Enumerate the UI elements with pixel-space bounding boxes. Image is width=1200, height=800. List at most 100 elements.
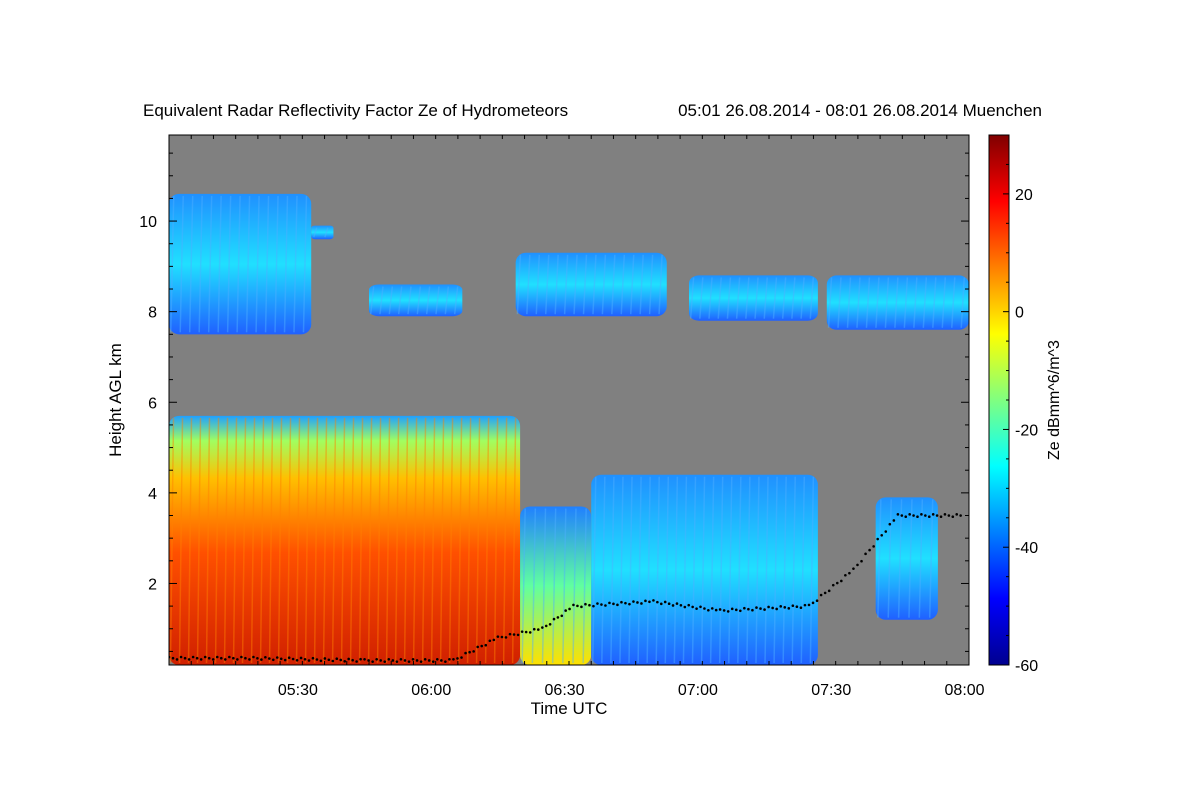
region-texture [421, 417, 427, 664]
cloud-base-point [500, 635, 504, 639]
region-texture [754, 277, 759, 319]
cloud-base-point [228, 655, 231, 659]
cloud-base-point [307, 659, 311, 662]
region-texture [554, 254, 559, 315]
region-texture [369, 286, 375, 315]
region-texture [448, 417, 454, 664]
region-texture [700, 476, 706, 664]
region-texture [544, 254, 550, 315]
region-texture [637, 476, 642, 664]
cloud-base-point [759, 607, 762, 610]
region-texture [629, 254, 635, 315]
cloud-base-point [548, 622, 552, 626]
region-texture [726, 277, 732, 319]
region-texture [856, 277, 861, 328]
region-texture [951, 277, 956, 328]
cloud-base-point [195, 656, 199, 660]
cloud-base-point [640, 602, 643, 605]
cloud-base-point [431, 660, 435, 663]
cloud-base-point [379, 659, 383, 662]
cloud-base-point [371, 660, 374, 663]
cloud-base-point [827, 589, 831, 593]
region-texture [516, 254, 522, 315]
cloud-base-point [835, 581, 839, 585]
region-texture [682, 476, 688, 664]
region-texture [865, 277, 871, 328]
region-texture [385, 417, 391, 664]
cloud-base-point [387, 657, 391, 661]
region-texture [573, 254, 578, 315]
region-texture [563, 254, 569, 315]
reflectivity-region [169, 193, 312, 335]
cloud-base-point [947, 514, 951, 517]
region-texture [535, 254, 541, 315]
region-texture [941, 277, 947, 328]
region-texture [846, 277, 852, 328]
cloud-base-point [955, 513, 959, 516]
cloud-base-point [183, 656, 187, 660]
region-texture [619, 476, 624, 664]
region-texture [236, 195, 241, 333]
cloud-base-point [275, 656, 279, 659]
cloud-base-point [604, 604, 607, 607]
cloud-base-point [927, 515, 931, 519]
region-texture [259, 417, 265, 664]
cloud-base-point [659, 602, 663, 606]
cloud-base-point [860, 559, 863, 563]
cloud-base-point [248, 658, 251, 661]
x-tick-label: 07:00 [678, 682, 718, 699]
reflectivity-regions [169, 193, 969, 665]
cloud-base-point [536, 628, 540, 631]
x-tick-label: 06:00 [411, 682, 451, 699]
cloud-base-point [560, 614, 564, 618]
cloud-base-point [351, 658, 354, 662]
region-texture [572, 508, 577, 664]
reflectivity-region [875, 497, 938, 620]
region-texture [304, 417, 310, 664]
cloud-base-point [755, 606, 758, 609]
cloud-base-point [779, 605, 783, 608]
region-texture [187, 417, 193, 664]
region-texture [475, 417, 481, 664]
region-texture [283, 195, 289, 333]
cloud-base-point [900, 514, 904, 517]
cloud-base-point [588, 603, 591, 607]
cloud-base-point [714, 608, 718, 612]
region-texture [388, 286, 394, 315]
cloud-base-point [823, 591, 827, 595]
cloud-base-point [584, 602, 587, 606]
y-axis-label: Height AGL km [106, 343, 125, 457]
cloud-base-point [564, 609, 567, 612]
region-texture [241, 417, 247, 664]
cloud-base-point [612, 602, 615, 606]
cloud-base-point [315, 658, 319, 661]
cloud-base-point [219, 656, 223, 660]
cloud-base-point [311, 656, 315, 660]
cloud-base-point [864, 552, 867, 556]
cloud-base-point [644, 599, 647, 603]
region-texture [628, 476, 633, 664]
region-texture [837, 277, 842, 328]
region-texture [412, 417, 418, 664]
region-texture [592, 476, 597, 664]
cloud-base-point [215, 655, 219, 659]
cloud-base-point [707, 608, 710, 612]
cloud-base-point [620, 600, 623, 604]
region-texture [394, 417, 400, 664]
cloud-base-point [811, 601, 815, 605]
cloud-base-point [576, 604, 579, 608]
region-texture [894, 277, 899, 328]
region-texture [791, 277, 796, 319]
cloud-base-point [896, 513, 900, 516]
cloud-base-point [656, 600, 659, 604]
cloud-base-point [524, 630, 528, 634]
cloud-base-point [856, 563, 859, 567]
cloud-base-point [718, 608, 722, 611]
cloud-base-point [411, 657, 415, 661]
cloud-base-point [819, 593, 823, 597]
region-texture [444, 286, 450, 315]
cloud-base-point [444, 660, 447, 663]
cloud-base-point [880, 533, 884, 537]
cloud-base-point [795, 605, 799, 609]
cloud-base-point [908, 513, 911, 516]
